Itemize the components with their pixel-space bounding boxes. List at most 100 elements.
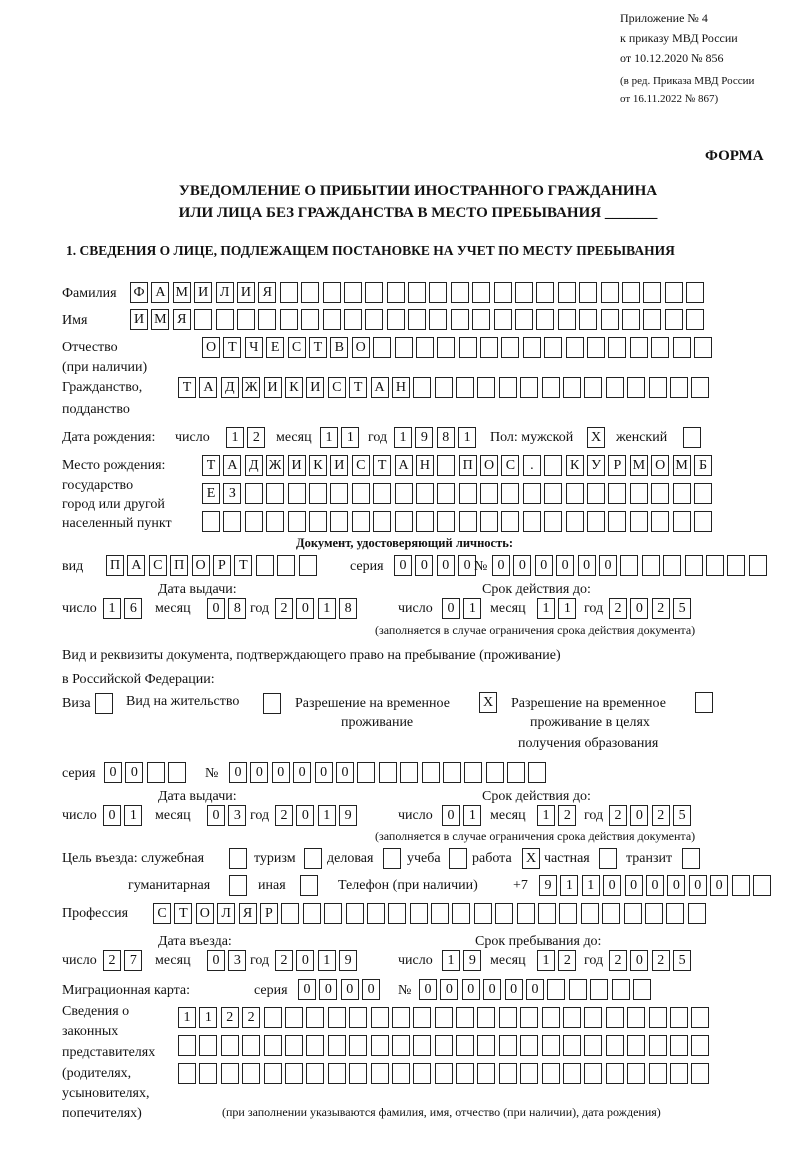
char-cell[interactable]: Б — [693, 455, 712, 476]
char-cell[interactable]: 1 — [341, 427, 360, 448]
char-cell[interactable] — [620, 555, 639, 576]
char-cell[interactable] — [199, 1063, 218, 1084]
char-cell[interactable]: 1 — [317, 598, 336, 619]
char-cell[interactable] — [498, 377, 517, 398]
char-cell[interactable]: А — [370, 377, 389, 398]
char-cell[interactable]: 1 — [463, 598, 482, 619]
char-cell[interactable]: П — [170, 555, 189, 576]
char-cell[interactable] — [528, 762, 547, 783]
char-cell[interactable]: Д — [220, 377, 239, 398]
char-cell[interactable]: Т — [373, 455, 392, 476]
char-cell[interactable] — [413, 1063, 432, 1084]
char-cell[interactable]: 0 — [458, 555, 477, 576]
char-cell[interactable] — [520, 1063, 539, 1084]
char-cell[interactable]: 0 — [298, 979, 316, 1000]
char-cell[interactable] — [306, 1007, 325, 1028]
char-cell[interactable]: 0 — [440, 979, 459, 1000]
char-cell[interactable]: 0 — [104, 762, 122, 783]
purpose-official-checkbox[interactable] — [229, 848, 247, 869]
purpose-work-checkbox[interactable]: X — [522, 848, 540, 869]
char-cell[interactable] — [541, 377, 560, 398]
char-cell[interactable] — [536, 309, 555, 330]
char-cell[interactable] — [669, 1063, 688, 1084]
char-cell[interactable]: К — [565, 455, 584, 476]
char-cell[interactable] — [651, 483, 670, 504]
char-cell[interactable] — [301, 309, 320, 330]
char-cell[interactable]: А — [199, 377, 218, 398]
char-cell[interactable] — [627, 377, 646, 398]
char-cell[interactable]: 0 — [296, 598, 315, 619]
char-cell[interactable] — [648, 1035, 667, 1056]
char-cell[interactable] — [263, 1063, 282, 1084]
char-cell[interactable]: И — [306, 377, 325, 398]
char-cell[interactable] — [287, 483, 306, 504]
char-cell[interactable] — [693, 337, 712, 358]
char-cell[interactable] — [632, 979, 651, 1000]
purpose-transit-checkbox[interactable] — [682, 848, 700, 869]
char-cell[interactable] — [687, 903, 706, 924]
char-cell[interactable]: 0 — [603, 875, 622, 896]
char-cell[interactable] — [515, 309, 534, 330]
char-cell[interactable] — [178, 1035, 196, 1056]
char-cell[interactable] — [349, 1007, 368, 1028]
char-cell[interactable] — [705, 555, 724, 576]
char-cell[interactable]: 9 — [415, 427, 434, 448]
char-cell[interactable] — [263, 1007, 282, 1028]
char-cell[interactable]: М — [672, 455, 691, 476]
char-cell[interactable] — [370, 1063, 389, 1084]
char-cell[interactable]: У — [587, 455, 606, 476]
char-cell[interactable] — [480, 483, 499, 504]
char-cell[interactable]: 1 — [581, 875, 600, 896]
char-cell[interactable]: 2 — [275, 598, 293, 619]
char-cell[interactable] — [501, 483, 520, 504]
char-cell[interactable] — [605, 1035, 624, 1056]
char-cell[interactable] — [327, 1035, 346, 1056]
char-cell[interactable]: 1 — [537, 950, 555, 971]
char-cell[interactable] — [266, 483, 285, 504]
char-cell[interactable]: Я — [238, 903, 257, 924]
char-cell[interactable] — [477, 1035, 496, 1056]
char-cell[interactable] — [498, 1035, 517, 1056]
char-cell[interactable]: 2 — [247, 427, 266, 448]
char-cell[interactable]: И — [236, 282, 255, 303]
char-cell[interactable] — [178, 1063, 196, 1084]
char-cell[interactable] — [748, 555, 767, 576]
char-cell[interactable]: 0 — [207, 598, 225, 619]
char-cell[interactable]: Н — [391, 377, 410, 398]
char-cell[interactable]: Т — [234, 555, 253, 576]
purpose-study-checkbox[interactable] — [449, 848, 467, 869]
char-cell[interactable] — [522, 483, 541, 504]
char-cell[interactable] — [516, 903, 535, 924]
char-cell[interactable] — [587, 511, 606, 532]
char-cell[interactable]: Т — [178, 377, 196, 398]
char-cell[interactable] — [421, 762, 440, 783]
char-cell[interactable] — [501, 337, 520, 358]
char-cell[interactable] — [684, 555, 703, 576]
char-cell[interactable]: Р — [608, 455, 627, 476]
char-cell[interactable] — [493, 282, 512, 303]
char-cell[interactable] — [602, 903, 621, 924]
char-cell[interactable] — [408, 309, 427, 330]
char-cell[interactable] — [434, 1007, 453, 1028]
char-cell[interactable]: 0 — [513, 555, 532, 576]
char-cell[interactable]: 0 — [362, 979, 381, 1000]
char-cell[interactable]: А — [394, 455, 413, 476]
temp-residence-checkbox[interactable]: X — [479, 692, 497, 713]
char-cell[interactable] — [664, 282, 683, 303]
char-cell[interactable] — [587, 483, 606, 504]
char-cell[interactable] — [590, 979, 609, 1000]
char-cell[interactable] — [605, 1063, 624, 1084]
char-cell[interactable] — [349, 1035, 368, 1056]
char-cell[interactable] — [146, 762, 165, 783]
char-cell[interactable] — [370, 1007, 389, 1028]
char-cell[interactable] — [394, 483, 413, 504]
char-cell[interactable] — [456, 1035, 475, 1056]
char-cell[interactable] — [373, 511, 392, 532]
char-cell[interactable] — [485, 762, 504, 783]
char-cell[interactable]: 9 — [463, 950, 482, 971]
char-cell[interactable]: С — [501, 455, 520, 476]
